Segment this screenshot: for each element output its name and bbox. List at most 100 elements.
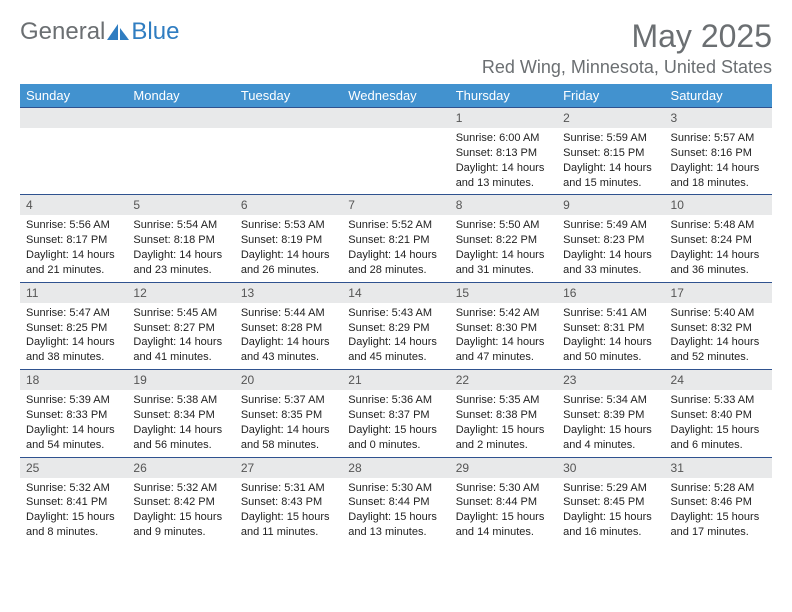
calendar-day-cell: 25Sunrise: 5:32 AMSunset: 8:41 PMDayligh…: [20, 457, 127, 544]
day-detail-line: Sunrise: 5:48 AM: [671, 218, 766, 233]
calendar-table: SundayMondayTuesdayWednesdayThursdayFrid…: [20, 84, 772, 544]
day-detail-line: and 36 minutes.: [671, 263, 766, 278]
day-detail-line: Sunrise: 5:36 AM: [348, 393, 443, 408]
day-details: Sunrise: 5:36 AMSunset: 8:37 PMDaylight:…: [342, 390, 449, 456]
day-detail-line: Sunrise: 5:30 AM: [456, 481, 551, 496]
day-details: Sunrise: 5:30 AMSunset: 8:44 PMDaylight:…: [342, 478, 449, 544]
day-detail-line: Sunset: 8:31 PM: [563, 321, 658, 336]
day-details: Sunrise: 5:52 AMSunset: 8:21 PMDaylight:…: [342, 215, 449, 281]
day-number: 10: [665, 195, 772, 215]
day-details: [235, 128, 342, 135]
day-number: 5: [127, 195, 234, 215]
calendar-day-cell: 6Sunrise: 5:53 AMSunset: 8:19 PMDaylight…: [235, 195, 342, 282]
calendar-day-cell: [342, 108, 449, 195]
day-details: Sunrise: 5:47 AMSunset: 8:25 PMDaylight:…: [20, 303, 127, 369]
calendar-day-cell: 16Sunrise: 5:41 AMSunset: 8:31 PMDayligh…: [557, 282, 664, 369]
day-detail-line: Daylight: 15 hours: [563, 423, 658, 438]
day-detail-line: Sunrise: 5:32 AM: [26, 481, 121, 496]
day-detail-line: and 17 minutes.: [671, 525, 766, 540]
day-details: Sunrise: 5:48 AMSunset: 8:24 PMDaylight:…: [665, 215, 772, 281]
day-number: 22: [450, 370, 557, 390]
calendar-day-cell: [235, 108, 342, 195]
calendar-page: General Blue May 2025 Red Wing, Minnesot…: [0, 0, 792, 554]
day-detail-line: Sunrise: 5:38 AM: [133, 393, 228, 408]
day-detail-line: Sunset: 8:24 PM: [671, 233, 766, 248]
day-detail-line: Sunset: 8:39 PM: [563, 408, 658, 423]
day-number: [235, 108, 342, 128]
day-detail-line: and 45 minutes.: [348, 350, 443, 365]
day-detail-line: Daylight: 14 hours: [241, 335, 336, 350]
day-detail-line: Sunset: 8:19 PM: [241, 233, 336, 248]
day-detail-line: Daylight: 14 hours: [563, 335, 658, 350]
day-detail-line: Daylight: 15 hours: [26, 510, 121, 525]
day-detail-line: Daylight: 14 hours: [456, 248, 551, 263]
day-number: 3: [665, 108, 772, 128]
day-header: Monday: [127, 84, 234, 108]
day-detail-line: and 56 minutes.: [133, 438, 228, 453]
day-detail-line: and 11 minutes.: [241, 525, 336, 540]
day-number: 8: [450, 195, 557, 215]
calendar-day-cell: 26Sunrise: 5:32 AMSunset: 8:42 PMDayligh…: [127, 457, 234, 544]
day-detail-line: and 28 minutes.: [348, 263, 443, 278]
calendar-day-cell: 22Sunrise: 5:35 AMSunset: 8:38 PMDayligh…: [450, 370, 557, 457]
day-header: Wednesday: [342, 84, 449, 108]
day-detail-line: Daylight: 15 hours: [241, 510, 336, 525]
day-detail-line: Sunrise: 5:43 AM: [348, 306, 443, 321]
day-detail-line: Daylight: 14 hours: [563, 161, 658, 176]
day-detail-line: and 14 minutes.: [456, 525, 551, 540]
day-header: Friday: [557, 84, 664, 108]
day-number: 25: [20, 458, 127, 478]
day-detail-line: Sunset: 8:15 PM: [563, 146, 658, 161]
calendar-day-cell: 19Sunrise: 5:38 AMSunset: 8:34 PMDayligh…: [127, 370, 234, 457]
day-details: Sunrise: 5:29 AMSunset: 8:45 PMDaylight:…: [557, 478, 664, 544]
day-details: [127, 128, 234, 135]
day-number: 31: [665, 458, 772, 478]
day-number: 6: [235, 195, 342, 215]
calendar-day-cell: 23Sunrise: 5:34 AMSunset: 8:39 PMDayligh…: [557, 370, 664, 457]
day-detail-line: and 54 minutes.: [26, 438, 121, 453]
day-number: 21: [342, 370, 449, 390]
day-detail-line: and 41 minutes.: [133, 350, 228, 365]
day-detail-line: Sunset: 8:28 PM: [241, 321, 336, 336]
calendar-day-cell: 31Sunrise: 5:28 AMSunset: 8:46 PMDayligh…: [665, 457, 772, 544]
day-detail-line: Daylight: 14 hours: [456, 335, 551, 350]
day-details: Sunrise: 5:43 AMSunset: 8:29 PMDaylight:…: [342, 303, 449, 369]
day-detail-line: Sunset: 8:38 PM: [456, 408, 551, 423]
day-details: Sunrise: 5:33 AMSunset: 8:40 PMDaylight:…: [665, 390, 772, 456]
day-detail-line: Sunrise: 5:59 AM: [563, 131, 658, 146]
day-detail-line: Daylight: 14 hours: [133, 423, 228, 438]
calendar-week-row: 25Sunrise: 5:32 AMSunset: 8:41 PMDayligh…: [20, 457, 772, 544]
day-detail-line: Daylight: 14 hours: [563, 248, 658, 263]
day-details: Sunrise: 5:45 AMSunset: 8:27 PMDaylight:…: [127, 303, 234, 369]
day-detail-line: Sunset: 8:23 PM: [563, 233, 658, 248]
calendar-day-cell: [127, 108, 234, 195]
day-detail-line: Daylight: 14 hours: [26, 248, 121, 263]
calendar-week-row: 1Sunrise: 6:00 AMSunset: 8:13 PMDaylight…: [20, 108, 772, 195]
day-detail-line: Daylight: 14 hours: [241, 423, 336, 438]
day-details: Sunrise: 5:59 AMSunset: 8:15 PMDaylight:…: [557, 128, 664, 194]
day-details: Sunrise: 5:57 AMSunset: 8:16 PMDaylight:…: [665, 128, 772, 194]
day-detail-line: and 47 minutes.: [456, 350, 551, 365]
day-number: 28: [342, 458, 449, 478]
day-header: Sunday: [20, 84, 127, 108]
day-details: Sunrise: 5:44 AMSunset: 8:28 PMDaylight:…: [235, 303, 342, 369]
day-details: Sunrise: 5:32 AMSunset: 8:41 PMDaylight:…: [20, 478, 127, 544]
calendar-header-row: SundayMondayTuesdayWednesdayThursdayFrid…: [20, 84, 772, 108]
location: Red Wing, Minnesota, United States: [482, 57, 772, 78]
day-detail-line: Sunrise: 5:52 AM: [348, 218, 443, 233]
day-details: Sunrise: 6:00 AMSunset: 8:13 PMDaylight:…: [450, 128, 557, 194]
logo-text-blue: Blue: [131, 18, 179, 46]
day-detail-line: Daylight: 15 hours: [348, 510, 443, 525]
day-detail-line: Sunset: 8:17 PM: [26, 233, 121, 248]
calendar-day-cell: 13Sunrise: 5:44 AMSunset: 8:28 PMDayligh…: [235, 282, 342, 369]
calendar-day-cell: 30Sunrise: 5:29 AMSunset: 8:45 PMDayligh…: [557, 457, 664, 544]
logo-text-general: General: [20, 18, 105, 46]
calendar-week-row: 18Sunrise: 5:39 AMSunset: 8:33 PMDayligh…: [20, 370, 772, 457]
day-detail-line: Daylight: 14 hours: [671, 161, 766, 176]
day-detail-line: Sunset: 8:44 PM: [348, 495, 443, 510]
day-details: Sunrise: 5:34 AMSunset: 8:39 PMDaylight:…: [557, 390, 664, 456]
day-detail-line: Sunset: 8:21 PM: [348, 233, 443, 248]
day-detail-line: Sunset: 8:34 PM: [133, 408, 228, 423]
day-number: 12: [127, 283, 234, 303]
day-detail-line: Sunrise: 5:56 AM: [26, 218, 121, 233]
